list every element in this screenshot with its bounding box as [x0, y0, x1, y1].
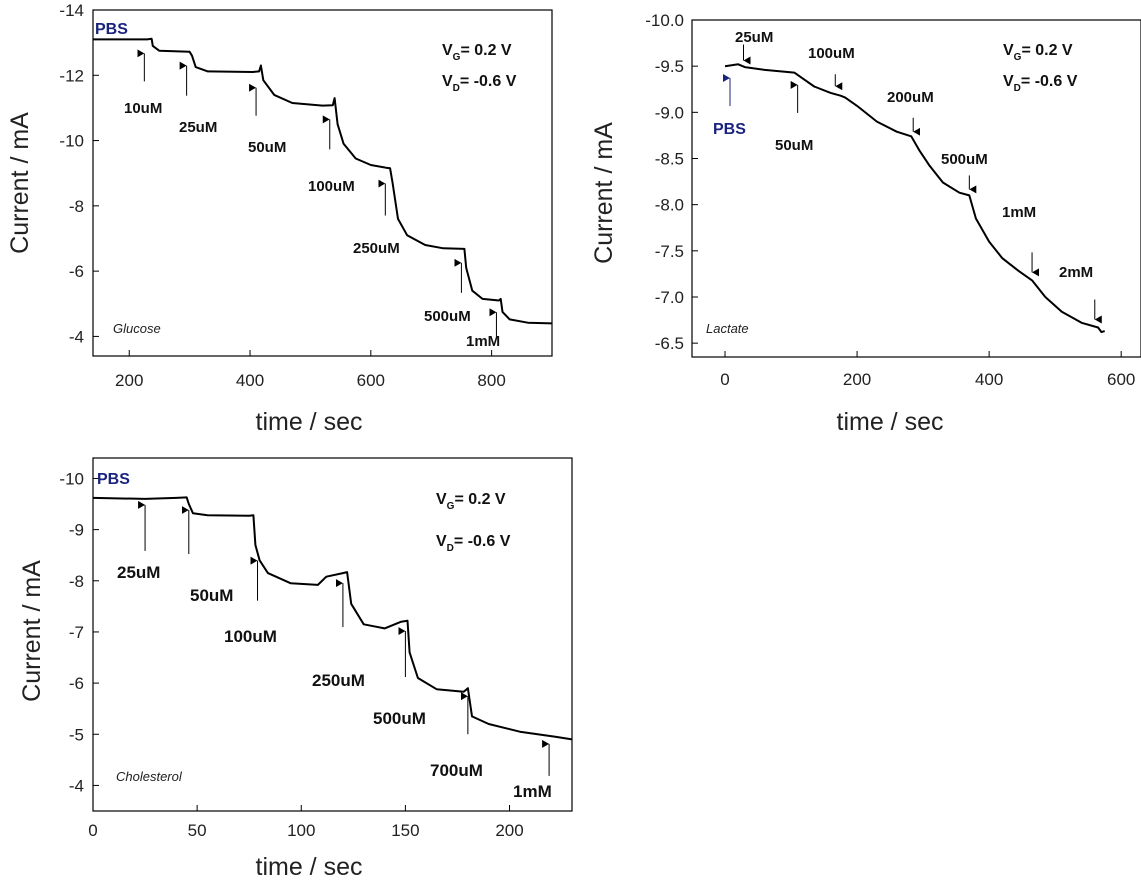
- current-trace: [93, 37, 553, 325]
- plot-frame: [691, 19, 1141, 358]
- x-axis-title: time / sec: [256, 408, 363, 436]
- concentration-label: 100uM: [808, 45, 855, 62]
- x-tick-label: 400: [975, 370, 1003, 389]
- concentration-label: 1mM: [1002, 204, 1036, 221]
- x-tick-label: 200: [843, 370, 871, 389]
- x-tick-label: 600: [357, 371, 385, 390]
- gate-voltage-label: VG= 0.2 V: [442, 42, 512, 63]
- chart-panel-glucose: -14 -12 -10 -8 -6 -4 200 400 600 800 Current / mA t…: [6, 1, 553, 436]
- concentration-label: 100uM: [224, 627, 277, 646]
- gate-voltage-label: VG= 0.2 V: [1003, 42, 1073, 63]
- concentration-label: 2mM: [1059, 264, 1093, 281]
- pbs-label: PBS: [95, 21, 128, 38]
- concentration-label: 50uM: [190, 586, 233, 605]
- y-tick-label: -4: [69, 327, 84, 346]
- y-tick-label: -10: [59, 132, 84, 151]
- concentration-label: 10uM: [124, 100, 162, 117]
- concentration-label: 1mM: [513, 782, 552, 801]
- concentration-label: 1mM: [466, 333, 500, 350]
- concentration-label: 100uM: [308, 178, 355, 195]
- y-tick-label: -9.0: [655, 103, 684, 122]
- x-tick-label: 150: [391, 821, 419, 840]
- concentration-label: 250uM: [312, 671, 365, 690]
- concentration-label: 25uM: [735, 29, 773, 46]
- y-tick-label: -12: [59, 66, 84, 85]
- drain-voltage-label: VD= -0.6 V: [1003, 73, 1078, 94]
- concentration-label: 200uM: [887, 89, 934, 106]
- concentration-label: 700uM: [430, 761, 483, 780]
- current-trace: [92, 496, 573, 741]
- x-tick-label: 50: [188, 821, 207, 840]
- y-tick-label: -14: [59, 1, 84, 20]
- y-tick-label: -10.0: [645, 11, 684, 30]
- x-tick-label: 100: [287, 821, 315, 840]
- y-tick-label: -8: [69, 197, 84, 216]
- y-tick-label: -8: [69, 572, 84, 591]
- y-axis-title: Current / mA: [6, 112, 34, 254]
- plot-frame: [92, 9, 553, 357]
- y-tick-label: -7: [69, 623, 84, 642]
- concentration-label: 50uM: [775, 137, 813, 154]
- plot-frame: [92, 457, 573, 812]
- y-tick-label: -7.5: [655, 242, 684, 261]
- drain-voltage-label: VD= -0.6 V: [436, 533, 511, 554]
- x-tick-label: 0: [720, 370, 729, 389]
- y-tick-label: -6: [69, 262, 84, 281]
- x-axis-title: time / sec: [837, 408, 944, 436]
- x-tick-label: 0: [88, 821, 97, 840]
- concentration-label: 50uM: [248, 139, 286, 156]
- analyte-label: Cholesterol: [116, 769, 183, 784]
- y-tick-label: -9.5: [655, 57, 684, 76]
- y-tick-label: -9: [69, 521, 84, 540]
- x-tick-label: 800: [477, 371, 505, 390]
- x-axis-title: time / sec: [256, 853, 363, 881]
- concentration-label: 25uM: [179, 119, 217, 136]
- gate-voltage-label: VG= 0.2 V: [436, 491, 506, 512]
- x-tick-label: 400: [236, 371, 264, 390]
- pbs-label: PBS: [97, 471, 130, 488]
- y-tick-label: -5: [69, 725, 84, 744]
- y-tick-label: -10: [59, 469, 84, 488]
- concentration-label: 250uM: [353, 240, 400, 257]
- current-trace: [724, 63, 1105, 334]
- y-tick-label: -4: [69, 776, 84, 795]
- chart-panel-lactate: -10.0 -9.5 -9.0 -8.5 -8.0 -7.5 -7.0 -6.5 0 200 400…: [590, 11, 1141, 436]
- concentration-label: 500uM: [424, 308, 471, 325]
- analyte-label: Lactate: [706, 321, 749, 336]
- chart-panel-cholesterol: -10 -9 -8 -7 -6 -5 -4 0 50 100 150 200 Current / mA t…: [18, 457, 573, 881]
- x-tick-label: 200: [495, 821, 523, 840]
- concentration-label: 25uM: [117, 563, 160, 582]
- x-tick-label: 600: [1107, 370, 1135, 389]
- concentration-label: 500uM: [373, 709, 426, 728]
- y-tick-label: -7.0: [655, 288, 684, 307]
- concentration-label: 500uM: [941, 151, 988, 168]
- y-axis-title: Current / mA: [590, 122, 618, 264]
- y-tick-label: -6.5: [655, 334, 684, 353]
- pbs-label: PBS: [713, 121, 746, 138]
- y-tick-label: -6: [69, 674, 84, 693]
- y-axis-title: Current / mA: [18, 560, 46, 702]
- y-tick-label: -8.5: [655, 149, 684, 168]
- drain-voltage-label: VD= -0.6 V: [442, 73, 517, 94]
- x-tick-label: 200: [115, 371, 143, 390]
- y-tick-label: -8.0: [655, 196, 684, 215]
- analyte-label: Glucose: [113, 321, 161, 336]
